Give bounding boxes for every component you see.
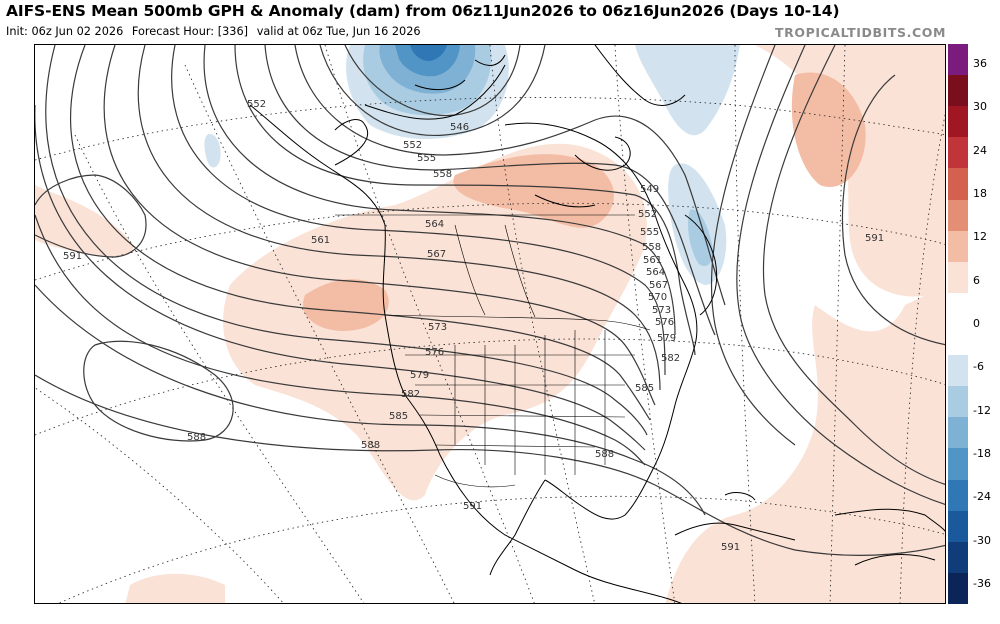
valid-time: valid at 06z Tue, Jun 16 2026 bbox=[256, 25, 421, 38]
contour-label: 582 bbox=[661, 353, 680, 364]
positive-anomaly-shading bbox=[35, 45, 945, 603]
contour-label: 570 bbox=[648, 292, 667, 303]
colorbar-segment bbox=[948, 355, 968, 387]
colorbar-tick-label: -18 bbox=[973, 447, 991, 460]
contour-label: 561 bbox=[643, 255, 662, 266]
colorbar-segment bbox=[948, 541, 968, 574]
contour-label: 576 bbox=[425, 347, 444, 358]
colorbar-segment bbox=[948, 479, 968, 512]
colorbar-tick-label: 12 bbox=[973, 230, 987, 244]
colorbar-segment bbox=[948, 230, 968, 263]
colorbar-tick-label: -12 bbox=[973, 403, 991, 417]
map-svg: 546 549 552 552 552 555 555 558 558 561 … bbox=[35, 45, 945, 603]
contour-label: 582 bbox=[401, 389, 420, 400]
contour-label: 558 bbox=[642, 242, 661, 253]
init-time: Init: 06z Jun 02 2026 bbox=[6, 25, 124, 38]
colorbar-tick-label: 36 bbox=[973, 57, 987, 70]
contour-label: 591 bbox=[721, 542, 740, 553]
colorbar-segment bbox=[948, 168, 968, 201]
contour-label: 591 bbox=[865, 233, 884, 244]
contour-label: 585 bbox=[389, 411, 408, 422]
anomaly-colorbar bbox=[948, 44, 968, 605]
contour-label: 567 bbox=[427, 249, 446, 260]
contour-label: 579 bbox=[657, 333, 676, 344]
height-contours bbox=[35, 45, 945, 557]
contour-label: 561 bbox=[311, 235, 330, 246]
coastlines bbox=[249, 45, 945, 603]
colorbar-tick-label: 6 bbox=[973, 273, 980, 287]
colorbar-tick-label: -24 bbox=[973, 490, 991, 504]
colorbar-tick-label: -30 bbox=[973, 533, 991, 547]
colorbar-segment bbox=[948, 106, 968, 138]
colorbar-segment bbox=[948, 261, 968, 294]
contour-label: 552 bbox=[247, 99, 266, 110]
map-panel: 546 549 552 552 552 555 555 558 558 561 … bbox=[34, 44, 946, 604]
graticule bbox=[35, 45, 945, 603]
colorbar-tick-label: 18 bbox=[973, 187, 987, 200]
contour-label: 591 bbox=[63, 251, 82, 262]
colorbar-segment bbox=[948, 448, 968, 481]
contour-label: 549 bbox=[640, 184, 659, 195]
colorbar-segment bbox=[948, 137, 968, 169]
colorbar-segment bbox=[948, 44, 968, 76]
contour-label: 588 bbox=[187, 432, 206, 443]
contour-label: 558 bbox=[433, 169, 452, 180]
negative-anomaly-shading bbox=[204, 45, 740, 285]
forecast-hour: Forecast Hour: [336] bbox=[131, 25, 249, 38]
map-title: AIFS-ENS Mean 500mb GPH & Anomaly (dam) … bbox=[6, 2, 840, 20]
colorbar-tick-label: -6 bbox=[973, 360, 984, 374]
colorbar-segment bbox=[948, 510, 968, 543]
contour-label: 576 bbox=[655, 317, 674, 328]
contour-label: 564 bbox=[646, 267, 665, 278]
contour-label: 585 bbox=[635, 383, 654, 394]
colorbar-segment bbox=[948, 572, 968, 605]
colorbar-tick-label: 24 bbox=[973, 143, 987, 157]
contour-labels: 546 549 552 552 552 555 555 558 558 561 … bbox=[63, 99, 884, 553]
contour-label: 573 bbox=[652, 305, 671, 316]
contour-label: 546 bbox=[450, 122, 469, 133]
colorbar-tick-label: -36 bbox=[973, 577, 991, 590]
contour-label: 573 bbox=[428, 322, 447, 333]
contour-label: 555 bbox=[640, 227, 659, 238]
colorbar-segment bbox=[948, 292, 968, 325]
colorbar-segment bbox=[948, 199, 968, 232]
contour-label: 567 bbox=[649, 280, 668, 291]
contour-label: 588 bbox=[595, 449, 614, 460]
political-boundaries bbox=[335, 214, 651, 488]
colorbar-tick-label: 0 bbox=[973, 317, 980, 330]
colorbar-tick-label: 30 bbox=[973, 100, 987, 114]
colorbar-segment bbox=[948, 75, 968, 107]
colorbar-segment bbox=[948, 324, 968, 356]
contour-label: 555 bbox=[417, 153, 436, 164]
contour-label: 564 bbox=[425, 219, 444, 230]
contour-label: 588 bbox=[361, 440, 380, 451]
map-subtitle: Init: 06z Jun 02 2026 Forecast Hour: [33… bbox=[6, 25, 426, 38]
contour-label: 552 bbox=[638, 209, 657, 220]
contour-label: 552 bbox=[403, 140, 422, 151]
site-watermark: TROPICALTIDBITS.COM bbox=[775, 25, 946, 40]
colorbar-segment bbox=[948, 386, 968, 418]
contour-label: 579 bbox=[410, 370, 429, 381]
colorbar-segment bbox=[948, 417, 968, 449]
contour-label: 591 bbox=[463, 501, 482, 512]
